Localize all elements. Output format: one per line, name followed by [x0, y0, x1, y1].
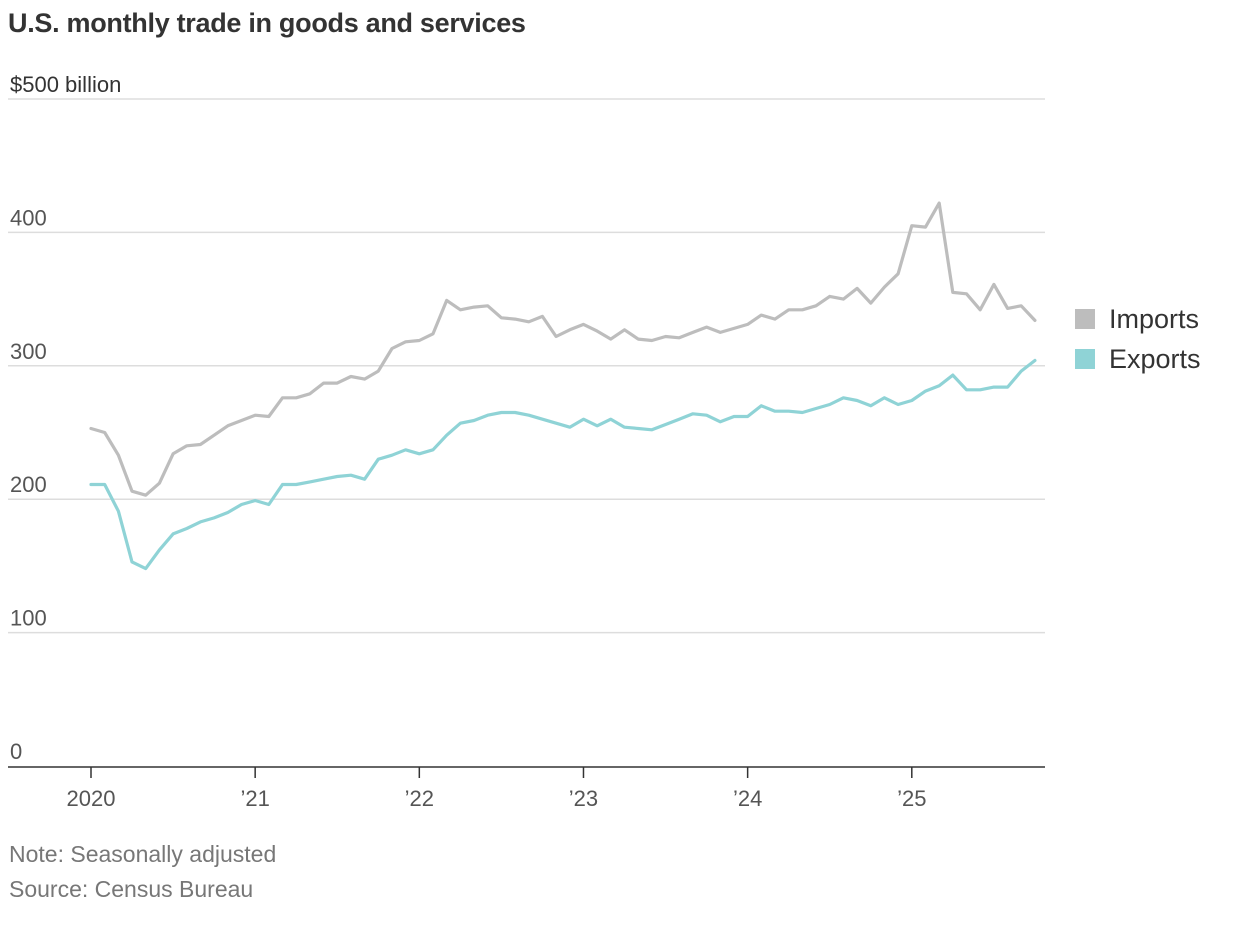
chart-source: Source: Census Bureau: [9, 876, 254, 902]
x-tick-label: ’22: [405, 786, 434, 811]
gridlines: [8, 98, 1045, 634]
y-tick-label: 400: [10, 205, 47, 230]
y-axis-tick-labels: 0 100 200 300 400 $500 billion: [10, 72, 121, 764]
legend: Imports Exports: [1075, 304, 1201, 374]
y-tick-label: 0: [10, 739, 22, 764]
x-tick-label: ’25: [897, 786, 926, 811]
y-tick-label: 200: [10, 472, 47, 497]
imports-line: [89, 201, 1037, 497]
chart-note: Note: Seasonally adjusted: [9, 841, 277, 867]
exports-line: [89, 358, 1037, 571]
x-tick-label: ’24: [733, 786, 762, 811]
imports-legend-label: Imports: [1109, 304, 1199, 334]
series-lines: [89, 201, 1037, 571]
y-tick-label: $500 billion: [10, 72, 121, 97]
x-axis-ticks: 2020 ’21 ’22 ’23 ’24 ’25: [67, 767, 926, 811]
imports-legend-swatch: [1075, 309, 1095, 329]
x-tick-label: ’21: [240, 786, 269, 811]
y-tick-label: 300: [10, 339, 47, 364]
chart-title: U.S. monthly trade in goods and services: [8, 8, 526, 38]
x-tick-label: 2020: [67, 786, 116, 811]
y-tick-label: 100: [10, 606, 47, 631]
x-tick-label: ’23: [569, 786, 598, 811]
exports-legend-label: Exports: [1109, 344, 1201, 374]
exports-legend-swatch: [1075, 349, 1095, 369]
